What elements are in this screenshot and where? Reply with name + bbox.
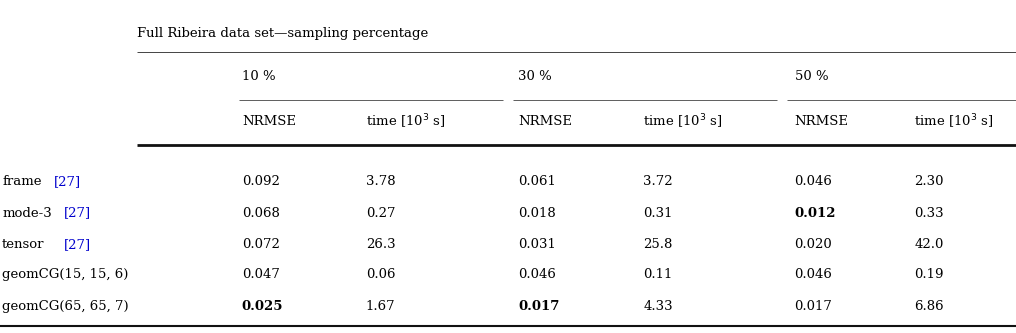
Text: 30 %: 30 %: [518, 70, 552, 83]
Text: NRMSE: NRMSE: [242, 115, 296, 128]
Text: 0.046: 0.046: [518, 268, 556, 281]
Text: 26.3: 26.3: [366, 238, 395, 251]
Text: 2.30: 2.30: [914, 175, 944, 188]
Text: 10 %: 10 %: [242, 70, 275, 83]
Text: 6.86: 6.86: [914, 300, 944, 313]
Text: [27]: [27]: [64, 206, 90, 220]
Text: NRMSE: NRMSE: [795, 115, 848, 128]
Text: [27]: [27]: [64, 238, 90, 251]
Text: 0.31: 0.31: [643, 206, 673, 220]
Text: 0.33: 0.33: [914, 206, 944, 220]
Text: 50 %: 50 %: [795, 70, 828, 83]
Text: time [10$^3$ s]: time [10$^3$ s]: [914, 112, 994, 131]
Text: 0.11: 0.11: [643, 268, 673, 281]
Text: 0.061: 0.061: [518, 175, 556, 188]
Text: NRMSE: NRMSE: [518, 115, 572, 128]
Text: 0.020: 0.020: [795, 238, 832, 251]
Text: 0.031: 0.031: [518, 238, 556, 251]
Text: geomCG(65, 65, 7): geomCG(65, 65, 7): [2, 300, 129, 313]
Text: 4.33: 4.33: [643, 300, 673, 313]
Text: 0.092: 0.092: [242, 175, 279, 188]
Text: 0.046: 0.046: [795, 268, 832, 281]
Text: 0.012: 0.012: [795, 206, 836, 220]
Text: 0.27: 0.27: [366, 206, 395, 220]
Text: 0.19: 0.19: [914, 268, 944, 281]
Text: 0.025: 0.025: [242, 300, 283, 313]
Text: mode-3: mode-3: [2, 206, 52, 220]
Text: 3.72: 3.72: [643, 175, 673, 188]
Text: time [10$^3$ s]: time [10$^3$ s]: [643, 112, 722, 131]
Text: 3.78: 3.78: [366, 175, 395, 188]
Text: 0.06: 0.06: [366, 268, 395, 281]
Text: 0.068: 0.068: [242, 206, 279, 220]
Text: 0.018: 0.018: [518, 206, 556, 220]
Text: 25.8: 25.8: [643, 238, 673, 251]
Text: 1.67: 1.67: [366, 300, 395, 313]
Text: geomCG(15, 15, 6): geomCG(15, 15, 6): [2, 268, 128, 281]
Text: Full Ribeira data set—sampling percentage: Full Ribeira data set—sampling percentag…: [137, 27, 429, 40]
Text: 0.017: 0.017: [795, 300, 832, 313]
Text: 0.046: 0.046: [795, 175, 832, 188]
Text: tensor: tensor: [2, 238, 45, 251]
Text: frame: frame: [2, 175, 42, 188]
Text: time [10$^3$ s]: time [10$^3$ s]: [366, 112, 445, 131]
Text: 0.047: 0.047: [242, 268, 279, 281]
Text: 42.0: 42.0: [914, 238, 944, 251]
Text: 0.017: 0.017: [518, 300, 560, 313]
Text: [27]: [27]: [55, 175, 81, 188]
Text: 0.072: 0.072: [242, 238, 279, 251]
